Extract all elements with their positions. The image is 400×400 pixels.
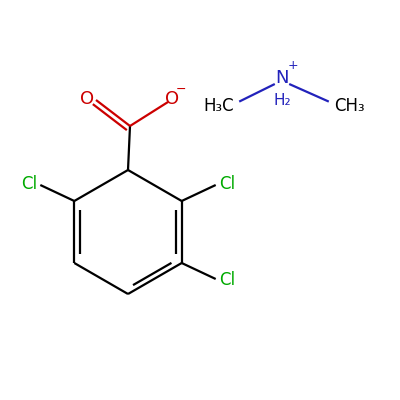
Text: −: −: [176, 83, 186, 96]
Text: O: O: [80, 90, 94, 108]
Text: H₃C: H₃C: [203, 97, 234, 115]
Text: +: +: [288, 60, 298, 72]
Text: O: O: [165, 90, 179, 108]
Text: N: N: [275, 69, 289, 87]
Text: CH₃: CH₃: [334, 97, 365, 115]
Text: H₂: H₂: [273, 93, 291, 108]
Text: Cl: Cl: [21, 175, 37, 193]
Text: Cl: Cl: [219, 271, 235, 289]
Text: Cl: Cl: [219, 175, 235, 193]
